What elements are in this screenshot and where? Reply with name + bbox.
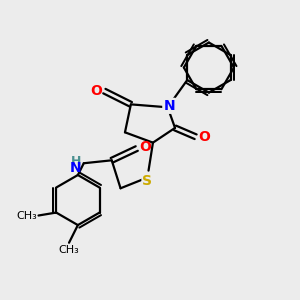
Text: CH₃: CH₃: [16, 211, 37, 220]
Text: N: N: [163, 99, 175, 113]
Text: N: N: [70, 161, 81, 175]
Text: O: O: [198, 130, 210, 144]
Text: O: O: [139, 140, 151, 154]
Text: O: O: [90, 84, 102, 98]
Text: H: H: [71, 155, 81, 168]
Text: S: S: [142, 174, 152, 188]
Text: CH₃: CH₃: [59, 245, 80, 255]
